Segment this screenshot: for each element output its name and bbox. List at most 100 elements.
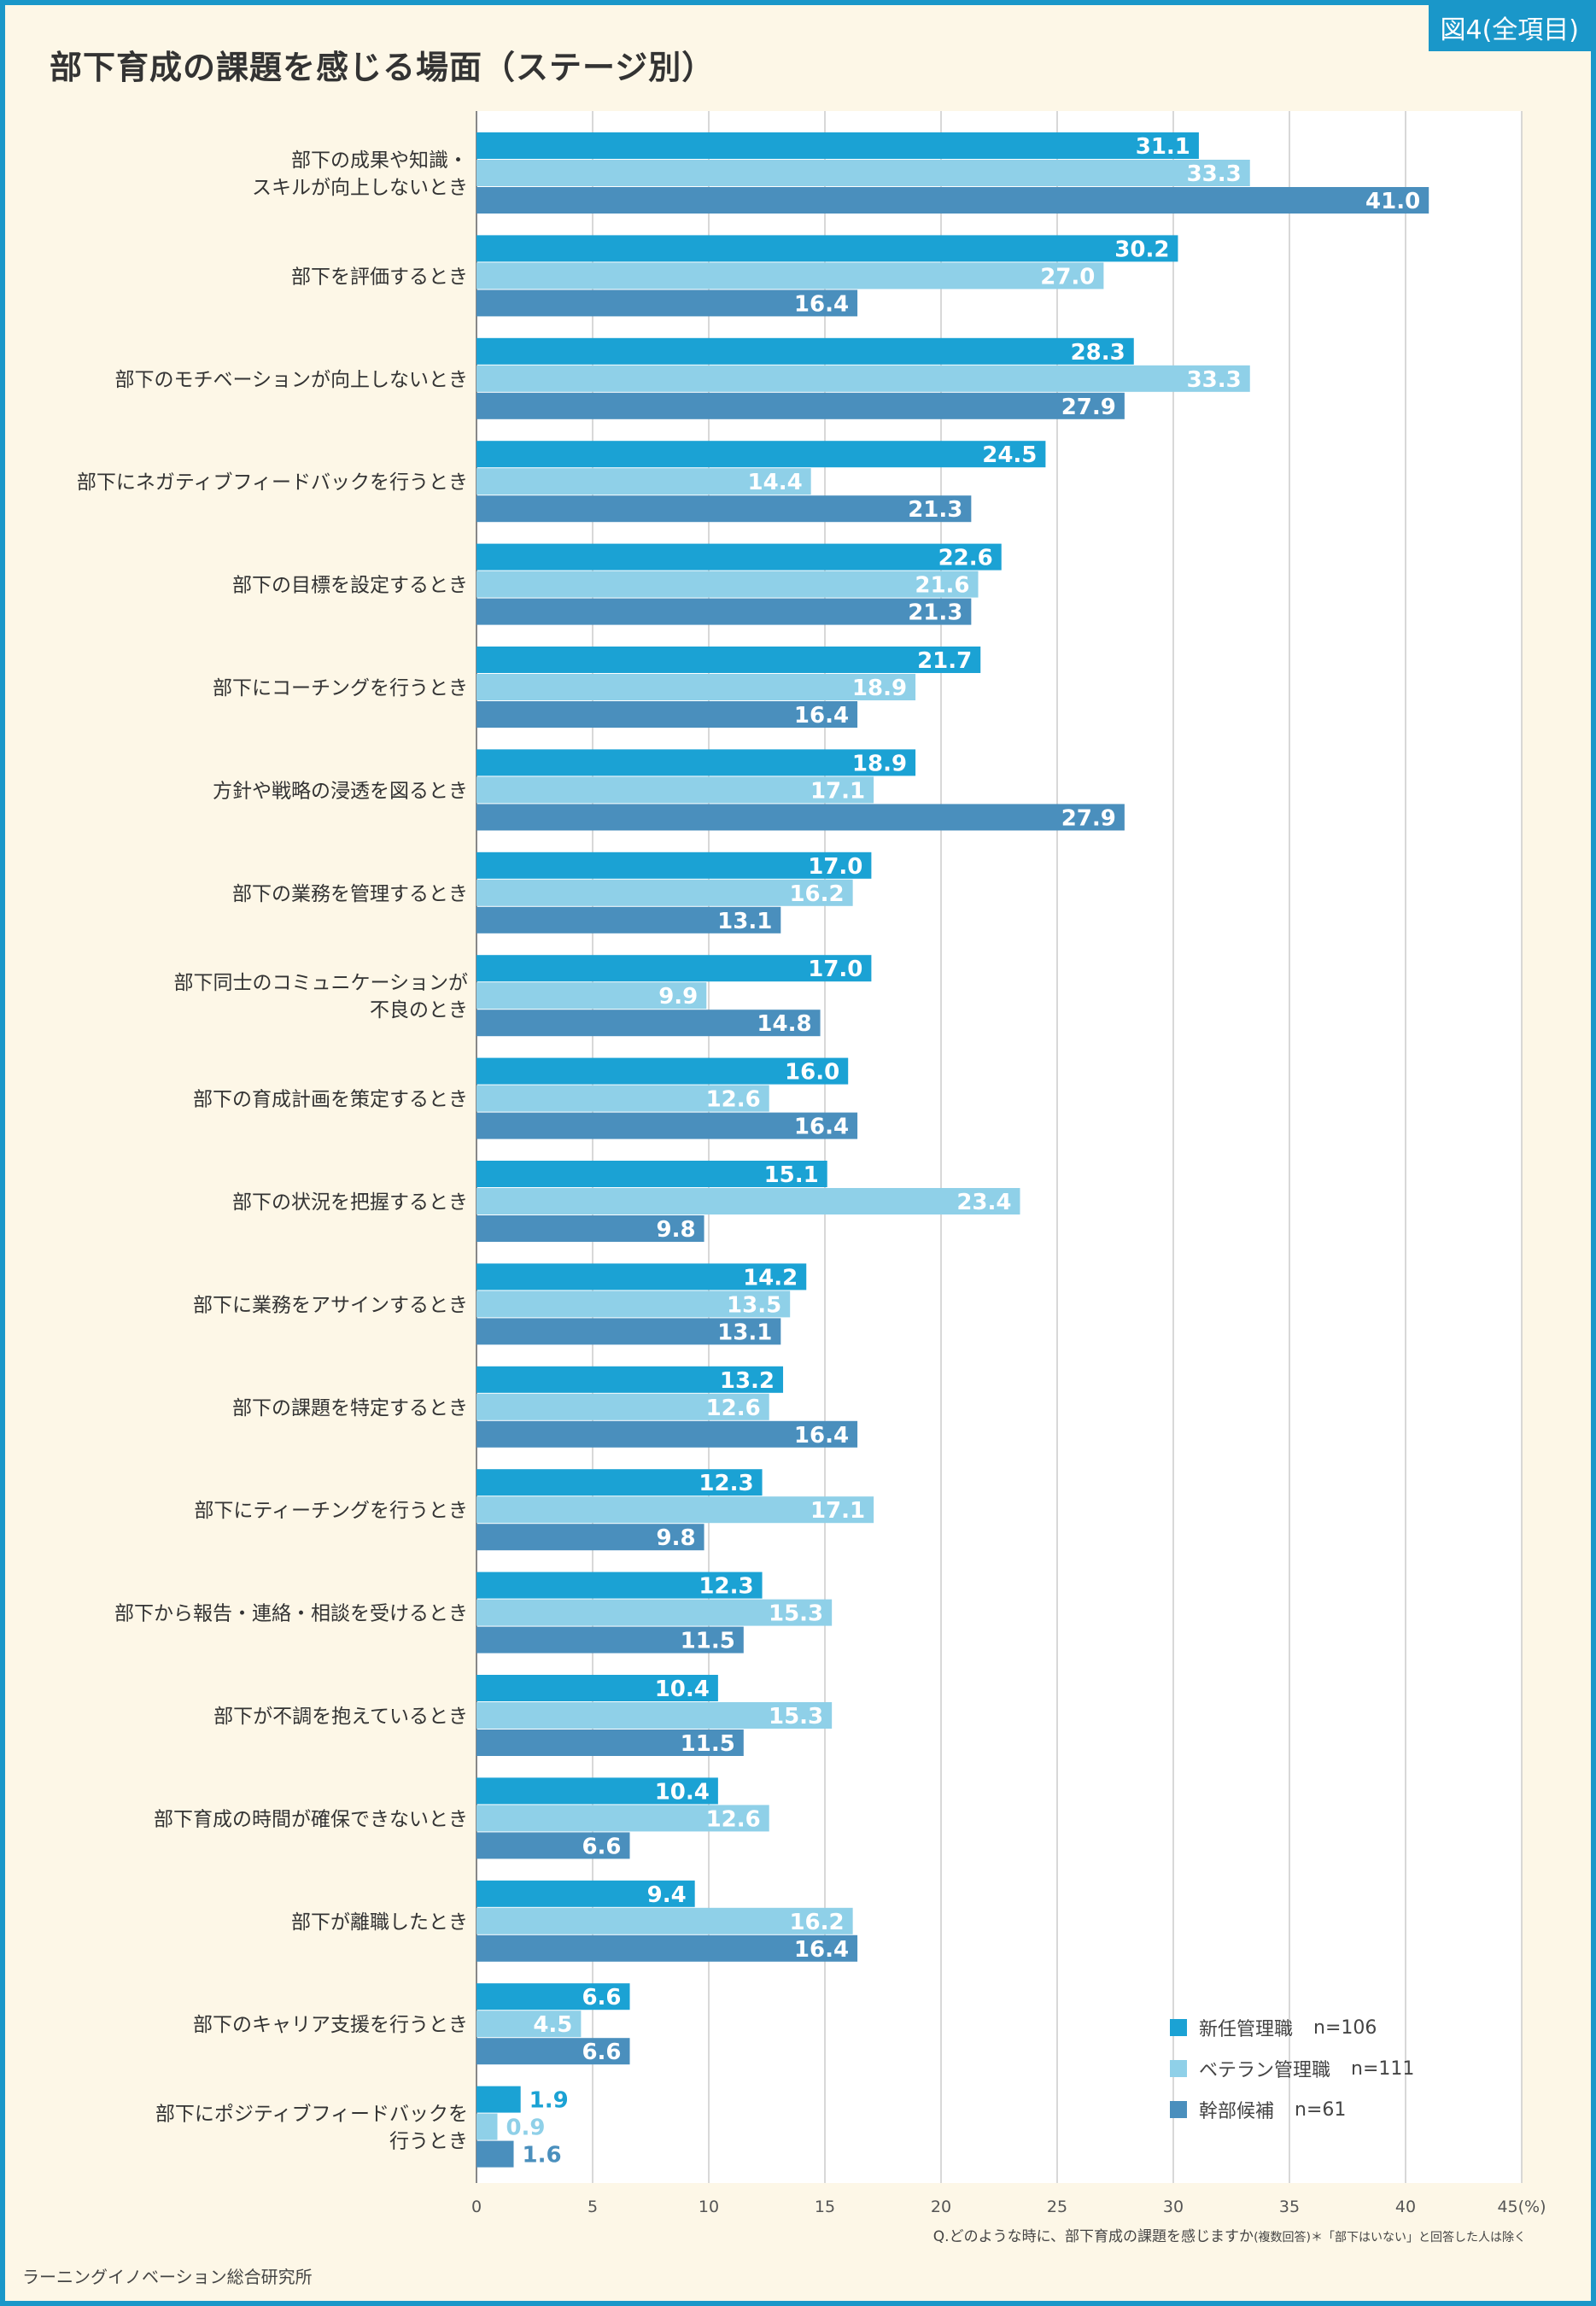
- x-tick-label: 10: [699, 2198, 719, 2216]
- bar: [476, 1161, 827, 1187]
- bar: [476, 1215, 704, 1242]
- bar-value-label: 4.5: [533, 2012, 572, 2038]
- bar: [476, 441, 1046, 468]
- bar: [476, 1112, 858, 1139]
- bar: [476, 1263, 807, 1291]
- bar-value-label: 9.8: [656, 1525, 695, 1551]
- bar-value-label: 13.2: [720, 1368, 775, 1394]
- x-tick-label: 5: [588, 2198, 598, 2216]
- bar: [476, 804, 1125, 831]
- bar: [476, 749, 916, 776]
- legend-item-veteran-manager: ベテラン管理職 n=111: [1170, 2048, 1414, 2089]
- bar-value-label: 9.8: [656, 1217, 695, 1243]
- bar: [476, 1318, 781, 1345]
- bar: [476, 1571, 763, 1599]
- bar: [476, 1524, 704, 1551]
- bar: [476, 1599, 833, 1626]
- bar-value-label: 9.4: [647, 1882, 687, 1908]
- bar: [476, 852, 872, 879]
- category-label: 部下のキャリア支援を行うとき: [193, 2014, 468, 2036]
- category-label: 部下の業務を管理するとき: [232, 883, 468, 905]
- bar: [476, 1907, 853, 1934]
- bar: [476, 365, 1250, 392]
- legend-n: n=61: [1295, 2098, 1347, 2121]
- bar: [476, 1675, 718, 1701]
- bar: [476, 495, 972, 523]
- bar-value-label: 0.9: [506, 2116, 545, 2141]
- bar: [476, 1366, 784, 1393]
- bar: [476, 1188, 1020, 1214]
- bar: [476, 1626, 744, 1653]
- bar-value-label: 17.0: [808, 957, 862, 982]
- bar: [476, 1057, 849, 1085]
- chart-legend: 新任管理職 n=106 ベテラン管理職 n=111 幹部候補 n=61: [1170, 2007, 1414, 2130]
- bar-value-label: 41.0: [1365, 189, 1420, 214]
- bar-value-label: 33.3: [1187, 367, 1242, 393]
- category-label: 方針や戦略の浸透を図るとき: [213, 780, 468, 802]
- survey-footnote: Q.どのような時に、部下育成の課題を感じますか(複数回答)＊「部下はいない」と回…: [933, 2224, 1526, 2245]
- bar: [476, 1010, 821, 1037]
- bar: [476, 571, 979, 598]
- bar-value-label: 16.0: [785, 1060, 839, 1086]
- bar: [476, 1496, 874, 1524]
- category-label: 部下を評価するとき: [291, 266, 468, 288]
- x-tick-label: 15: [815, 2198, 835, 2216]
- category-label: 部下が不調を抱えているとき: [213, 1706, 468, 1728]
- bar-value-label: 12.6: [706, 1396, 761, 1421]
- legend-label: ベテラン管理職: [1199, 2060, 1331, 2081]
- bar-value-label: 12.3: [699, 1471, 753, 1496]
- legend-item-new-manager: 新任管理職 n=106: [1170, 2007, 1414, 2048]
- bar-value-label: 16.4: [794, 291, 849, 317]
- bar-value-label: 16.4: [794, 1423, 849, 1449]
- bar-value-label: 24.5: [982, 442, 1037, 468]
- bar: [476, 879, 853, 906]
- bar: [476, 2140, 514, 2168]
- bar-value-label: 17.0: [808, 854, 862, 880]
- figure-badge: 図4(全項目): [1428, 5, 1591, 51]
- bar-value-label: 6.6: [582, 1834, 621, 1859]
- bar: [476, 674, 916, 700]
- bar-value-label: 17.1: [810, 778, 865, 804]
- bar-value-label: 30.2: [1114, 237, 1169, 262]
- survey-question: Q.どのような時に、部下育成の課題を感じますか: [932, 2228, 1254, 2245]
- bar-value-label: 13.1: [717, 1320, 772, 1345]
- bar-value-label: 27.9: [1061, 395, 1116, 420]
- bar-value-label: 14.8: [757, 1011, 811, 1037]
- bar-value-label: 6.6: [582, 2040, 621, 2065]
- bar-value-label: 10.4: [655, 1779, 710, 1805]
- category-label: 部下の課題を特定するとき: [232, 1397, 468, 1419]
- bar-value-label: 28.3: [1071, 340, 1125, 366]
- bar-value-label: 15.1: [764, 1162, 819, 1188]
- bar: [476, 1934, 858, 1962]
- bar-value-label: 13.1: [717, 909, 772, 934]
- bar: [476, 132, 1199, 159]
- x-tick-label: 25: [1047, 2198, 1067, 2216]
- x-tick-label: 20: [931, 2198, 951, 2216]
- bar: [476, 2010, 582, 2038]
- bar: [476, 290, 858, 317]
- bar: [476, 1832, 630, 1859]
- legend-swatch-veteran-manager: [1170, 2060, 1187, 2077]
- category-label: 部下の状況を把握するとき: [232, 1191, 468, 1214]
- bar-value-label: 22.6: [938, 546, 993, 571]
- category-label: 部下にティーチングを行うとき: [194, 1500, 468, 1522]
- category-label: 部下にポジティブフィードバックを: [155, 2104, 468, 2126]
- category-label: スキルが向上しないとき: [252, 177, 468, 199]
- legend-swatch-new-manager: [1170, 2019, 1187, 2036]
- bar-value-label: 16.2: [789, 1910, 844, 1935]
- bar-value-label: 15.3: [769, 1704, 823, 1730]
- bar: [476, 187, 1429, 214]
- bar: [476, 235, 1178, 262]
- bar: [476, 906, 781, 934]
- legend-swatch-candidate: [1170, 2101, 1187, 2118]
- x-tick-label: 45(%): [1497, 2198, 1546, 2216]
- bar: [476, 392, 1125, 419]
- bar: [476, 1983, 630, 2010]
- bar: [476, 598, 972, 625]
- bar-value-label: 14.4: [748, 470, 803, 495]
- category-label: 部下の目標を設定するとき: [232, 575, 468, 597]
- bar-value-label: 11.5: [681, 1629, 735, 1654]
- bar: [476, 1420, 858, 1448]
- x-tick-label: 0: [471, 2198, 482, 2216]
- category-label: 部下の育成計画を策定するとき: [193, 1089, 468, 1111]
